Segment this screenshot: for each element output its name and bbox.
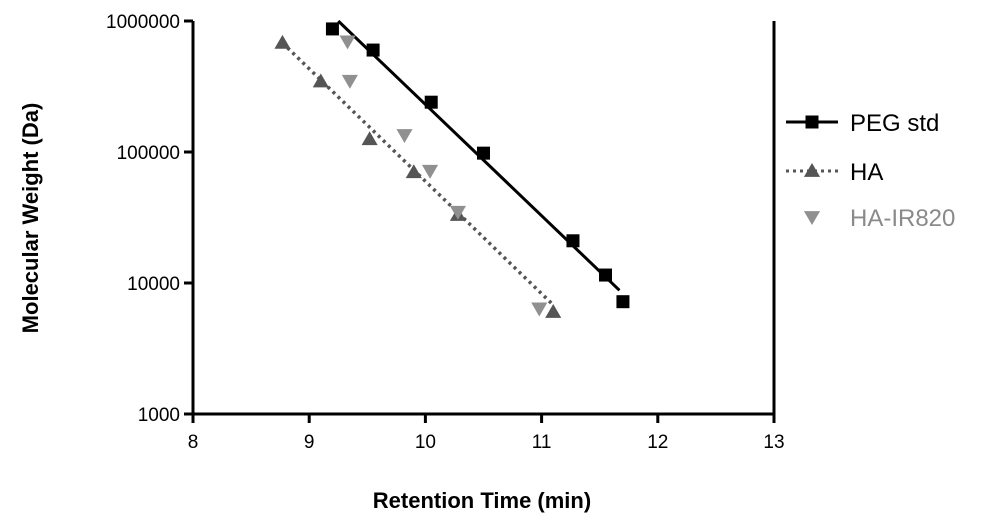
square-marker	[325, 22, 339, 36]
square-marker	[366, 43, 380, 57]
x-tick-label: 11	[532, 432, 552, 453]
legend-label: PEG std	[850, 110, 939, 137]
x-tick-label: 13	[763, 432, 784, 453]
x-axis-title: Retention Time (min)	[373, 488, 591, 513]
triangle-down-marker	[396, 129, 413, 143]
y-tick-label: 100000	[117, 143, 180, 164]
square-marker	[566, 234, 580, 248]
square-marker	[477, 146, 490, 160]
triangle-down-marker	[339, 35, 356, 50]
legend: PEG std HA HA-IR820	[786, 110, 955, 232]
square-marker	[616, 295, 630, 309]
square-marker	[805, 115, 819, 129]
triangle-down-marker	[449, 205, 466, 220]
x-tick-label: 10	[415, 432, 436, 453]
triangle-up-marker	[803, 162, 821, 177]
fit-lines	[281, 19, 621, 307]
y-axis-title: Molecular Weight (Da)	[18, 103, 43, 334]
y-tick-label: 1000	[138, 405, 180, 426]
triangle-down-marker	[803, 211, 821, 226]
triangle-up-marker	[274, 34, 291, 49]
triangle-down-marker	[341, 74, 358, 89]
triangle-up-marker	[312, 73, 329, 88]
y-tick-label: 1000000	[106, 12, 180, 33]
triangle-up-marker	[545, 304, 562, 318]
legend-label: HA-IR820	[850, 205, 955, 232]
x-tick-label: 9	[304, 432, 315, 453]
x-tick-label: 12	[647, 432, 668, 453]
triangle-up-marker	[405, 164, 422, 179]
triangle-down-marker	[531, 302, 548, 317]
square-marker	[599, 268, 613, 282]
x-tick-label: 8	[188, 432, 199, 453]
triangle-up-marker	[361, 131, 378, 146]
triangle-down-marker	[421, 164, 439, 179]
legend-label: HA	[850, 159, 883, 186]
y-tick-label: 10000	[127, 274, 180, 295]
axes: 8 9 10 11 12 13 1000 10000 100000 1000000	[106, 12, 785, 453]
square-marker	[424, 95, 438, 109]
data-points	[274, 22, 630, 318]
